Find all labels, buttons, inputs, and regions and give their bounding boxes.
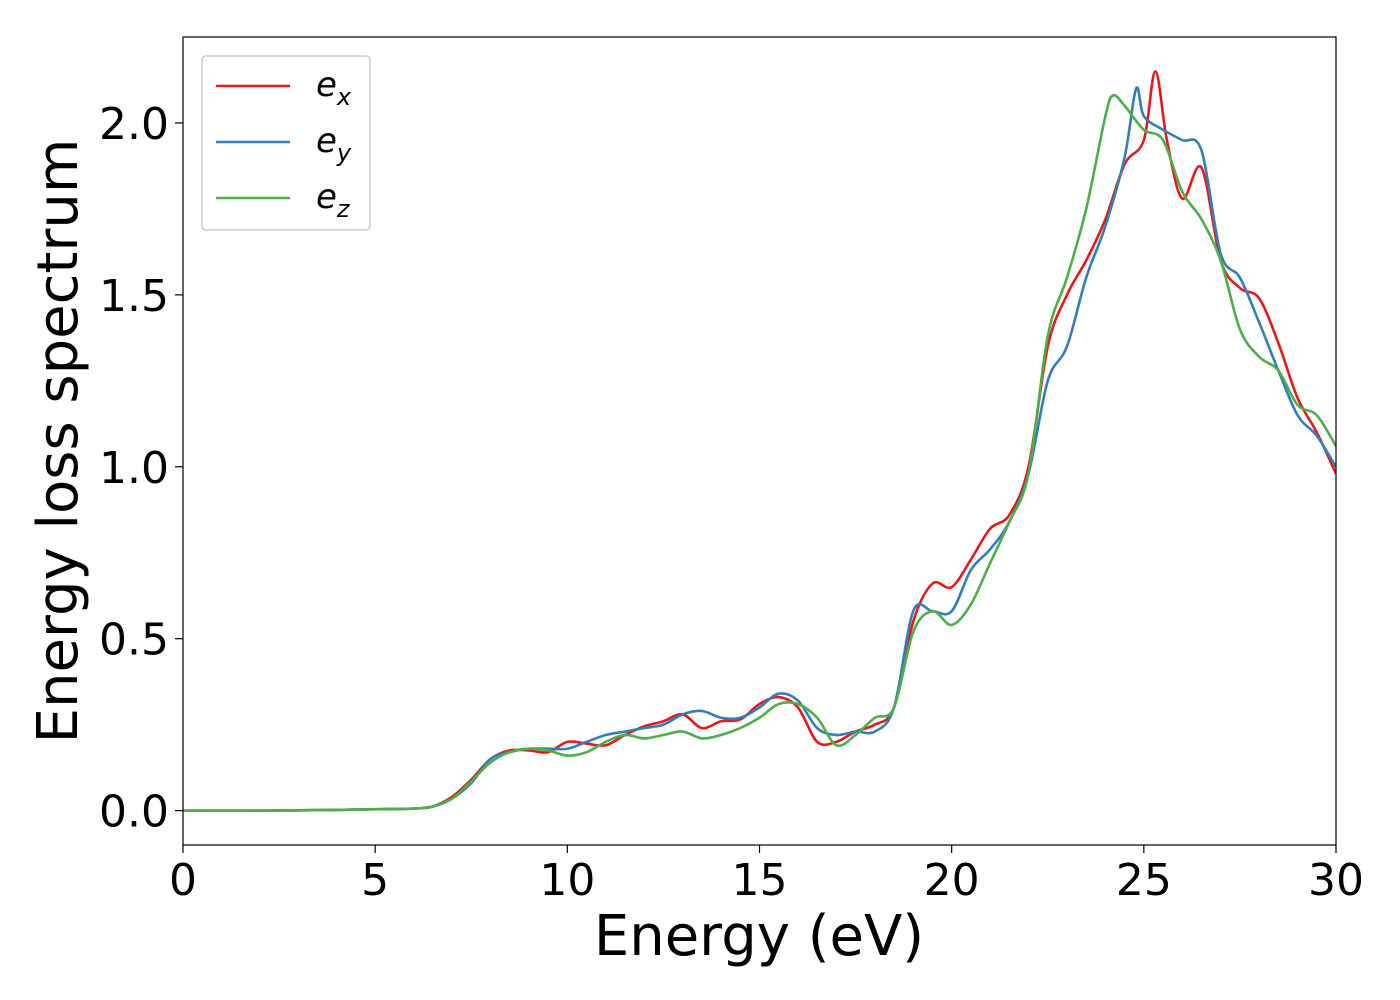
x-tick-label: 20 [924,855,980,906]
legend: ex ey ez [201,55,371,231]
plot-background [183,37,1336,845]
legend-label-e-y: ey [316,121,352,167]
x-tick-label: 25 [1116,855,1172,906]
series-line-e-z [183,93,1336,812]
series-layer [183,70,1336,812]
y-tick-label: 1.5 [99,271,169,322]
y-axis-title: Energy loss spectrum [26,139,91,744]
x-tick-label: 0 [169,855,197,906]
x-axis-title: Energy (eV) [594,904,924,969]
y-tick-label: 1.0 [99,443,169,494]
y-tick-label: 0.5 [99,615,169,666]
x-tick-label: 10 [539,855,595,906]
x-axis: 0 5 10 15 20 25 30 [169,845,1364,906]
x-tick-label: 15 [732,855,788,906]
y-tick-label: 2.0 [99,99,169,150]
legend-label-e-z: ez [316,177,351,223]
y-axis: 0.0 0.5 1.0 1.5 2.0 [99,99,183,838]
x-tick-label: 30 [1308,855,1364,906]
y-tick-label: 0.0 [99,787,169,838]
legend-label-e-x: ex [316,65,352,111]
x-tick-label: 5 [361,855,389,906]
